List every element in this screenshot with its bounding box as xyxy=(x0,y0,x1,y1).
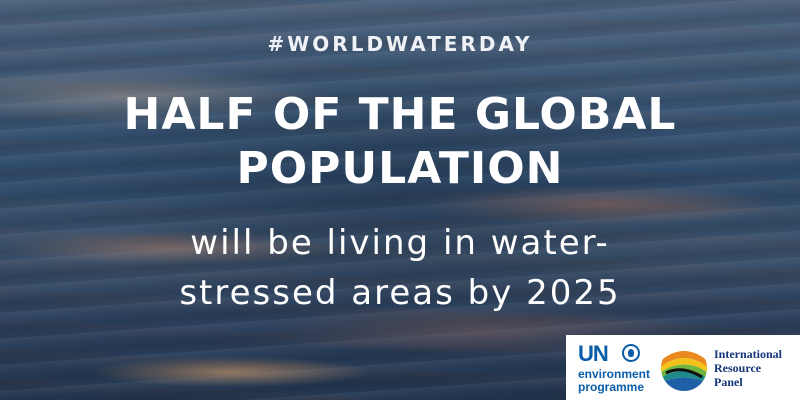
headline: HALF OF THE GLOBAL POPULATION xyxy=(0,88,800,196)
logo-panel: UN environment programme International R… xyxy=(566,335,800,400)
un-word: UN xyxy=(578,341,609,366)
headline-line-1: HALF OF THE GLOBAL xyxy=(123,89,677,140)
headline-line-2: POPULATION xyxy=(236,143,564,194)
irp-rainbow-logo-icon xyxy=(661,345,707,391)
irp-line-2: Resource xyxy=(714,361,762,375)
subtext-line-2: stressed areas by 2025 xyxy=(179,273,621,313)
un-line-programme: programme xyxy=(578,380,645,394)
subtext: will be living in water- stressed areas … xyxy=(0,218,800,318)
irp-name: International Resource Panel xyxy=(714,347,782,389)
un-line-environment: environment xyxy=(578,367,651,381)
hashtag: #WORLDWATERDAY xyxy=(267,32,533,56)
un-emblem-icon xyxy=(622,344,640,362)
irp-line-3: Panel xyxy=(714,375,743,389)
irp-line-1: International xyxy=(714,347,783,361)
subtext-line-1: will be living in water- xyxy=(190,223,610,263)
